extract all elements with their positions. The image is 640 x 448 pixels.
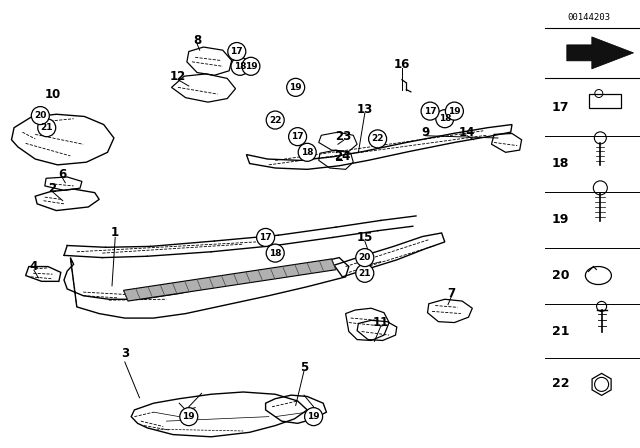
- Circle shape: [305, 408, 323, 426]
- Text: 17: 17: [259, 233, 272, 242]
- Text: 21: 21: [40, 123, 53, 132]
- Text: 22: 22: [269, 116, 282, 125]
- Circle shape: [369, 130, 387, 148]
- Text: 21: 21: [358, 269, 371, 278]
- Text: 17: 17: [291, 132, 304, 141]
- Circle shape: [445, 102, 463, 120]
- Circle shape: [266, 111, 284, 129]
- Text: 19: 19: [307, 412, 320, 421]
- Text: 7: 7: [447, 287, 455, 300]
- Text: 16: 16: [394, 57, 410, 71]
- Circle shape: [289, 128, 307, 146]
- Circle shape: [298, 143, 316, 161]
- Circle shape: [436, 110, 454, 128]
- Text: 17: 17: [230, 47, 243, 56]
- Circle shape: [287, 78, 305, 96]
- Text: 19: 19: [448, 107, 461, 116]
- Circle shape: [242, 57, 260, 75]
- Text: 22: 22: [552, 376, 569, 390]
- Text: 21: 21: [552, 325, 569, 338]
- Text: 2: 2: [49, 181, 56, 195]
- Circle shape: [257, 228, 275, 246]
- Text: 5: 5: [300, 361, 308, 374]
- Text: 20: 20: [34, 111, 47, 120]
- Circle shape: [228, 43, 246, 60]
- Text: 4: 4: [30, 260, 38, 273]
- Circle shape: [266, 244, 284, 262]
- Text: 18: 18: [438, 114, 451, 123]
- Text: 1: 1: [111, 226, 119, 240]
- Text: 18: 18: [269, 249, 282, 258]
- Text: 11: 11: [372, 316, 389, 329]
- Text: 17: 17: [424, 107, 436, 116]
- Text: 8: 8: [193, 34, 201, 47]
- Text: 19: 19: [244, 62, 257, 71]
- Text: 20: 20: [358, 253, 371, 262]
- Text: 14: 14: [459, 125, 476, 139]
- Text: 6: 6: [59, 168, 67, 181]
- Text: 18: 18: [301, 148, 314, 157]
- Text: 23: 23: [335, 130, 352, 143]
- Circle shape: [38, 119, 56, 137]
- Text: 18: 18: [552, 157, 569, 170]
- Circle shape: [180, 408, 198, 426]
- Text: 19: 19: [182, 412, 195, 421]
- Text: 19: 19: [552, 213, 569, 226]
- Circle shape: [356, 264, 374, 282]
- Circle shape: [231, 57, 249, 75]
- Text: 24: 24: [334, 150, 351, 164]
- Text: 00144203: 00144203: [567, 13, 611, 22]
- Text: 3: 3: [121, 347, 129, 361]
- Text: 13: 13: [356, 103, 373, 116]
- Circle shape: [356, 249, 374, 267]
- Text: 18: 18: [234, 62, 246, 71]
- Text: 10: 10: [44, 87, 61, 101]
- Polygon shape: [124, 259, 336, 301]
- Text: 20: 20: [552, 269, 569, 282]
- Circle shape: [421, 102, 439, 120]
- Text: 19: 19: [289, 83, 302, 92]
- Polygon shape: [567, 37, 634, 69]
- Text: 9: 9: [422, 125, 429, 139]
- Circle shape: [31, 107, 49, 125]
- Text: 17: 17: [552, 101, 569, 114]
- Text: 12: 12: [170, 69, 186, 83]
- Text: 22: 22: [371, 134, 384, 143]
- Text: 15: 15: [356, 231, 373, 244]
